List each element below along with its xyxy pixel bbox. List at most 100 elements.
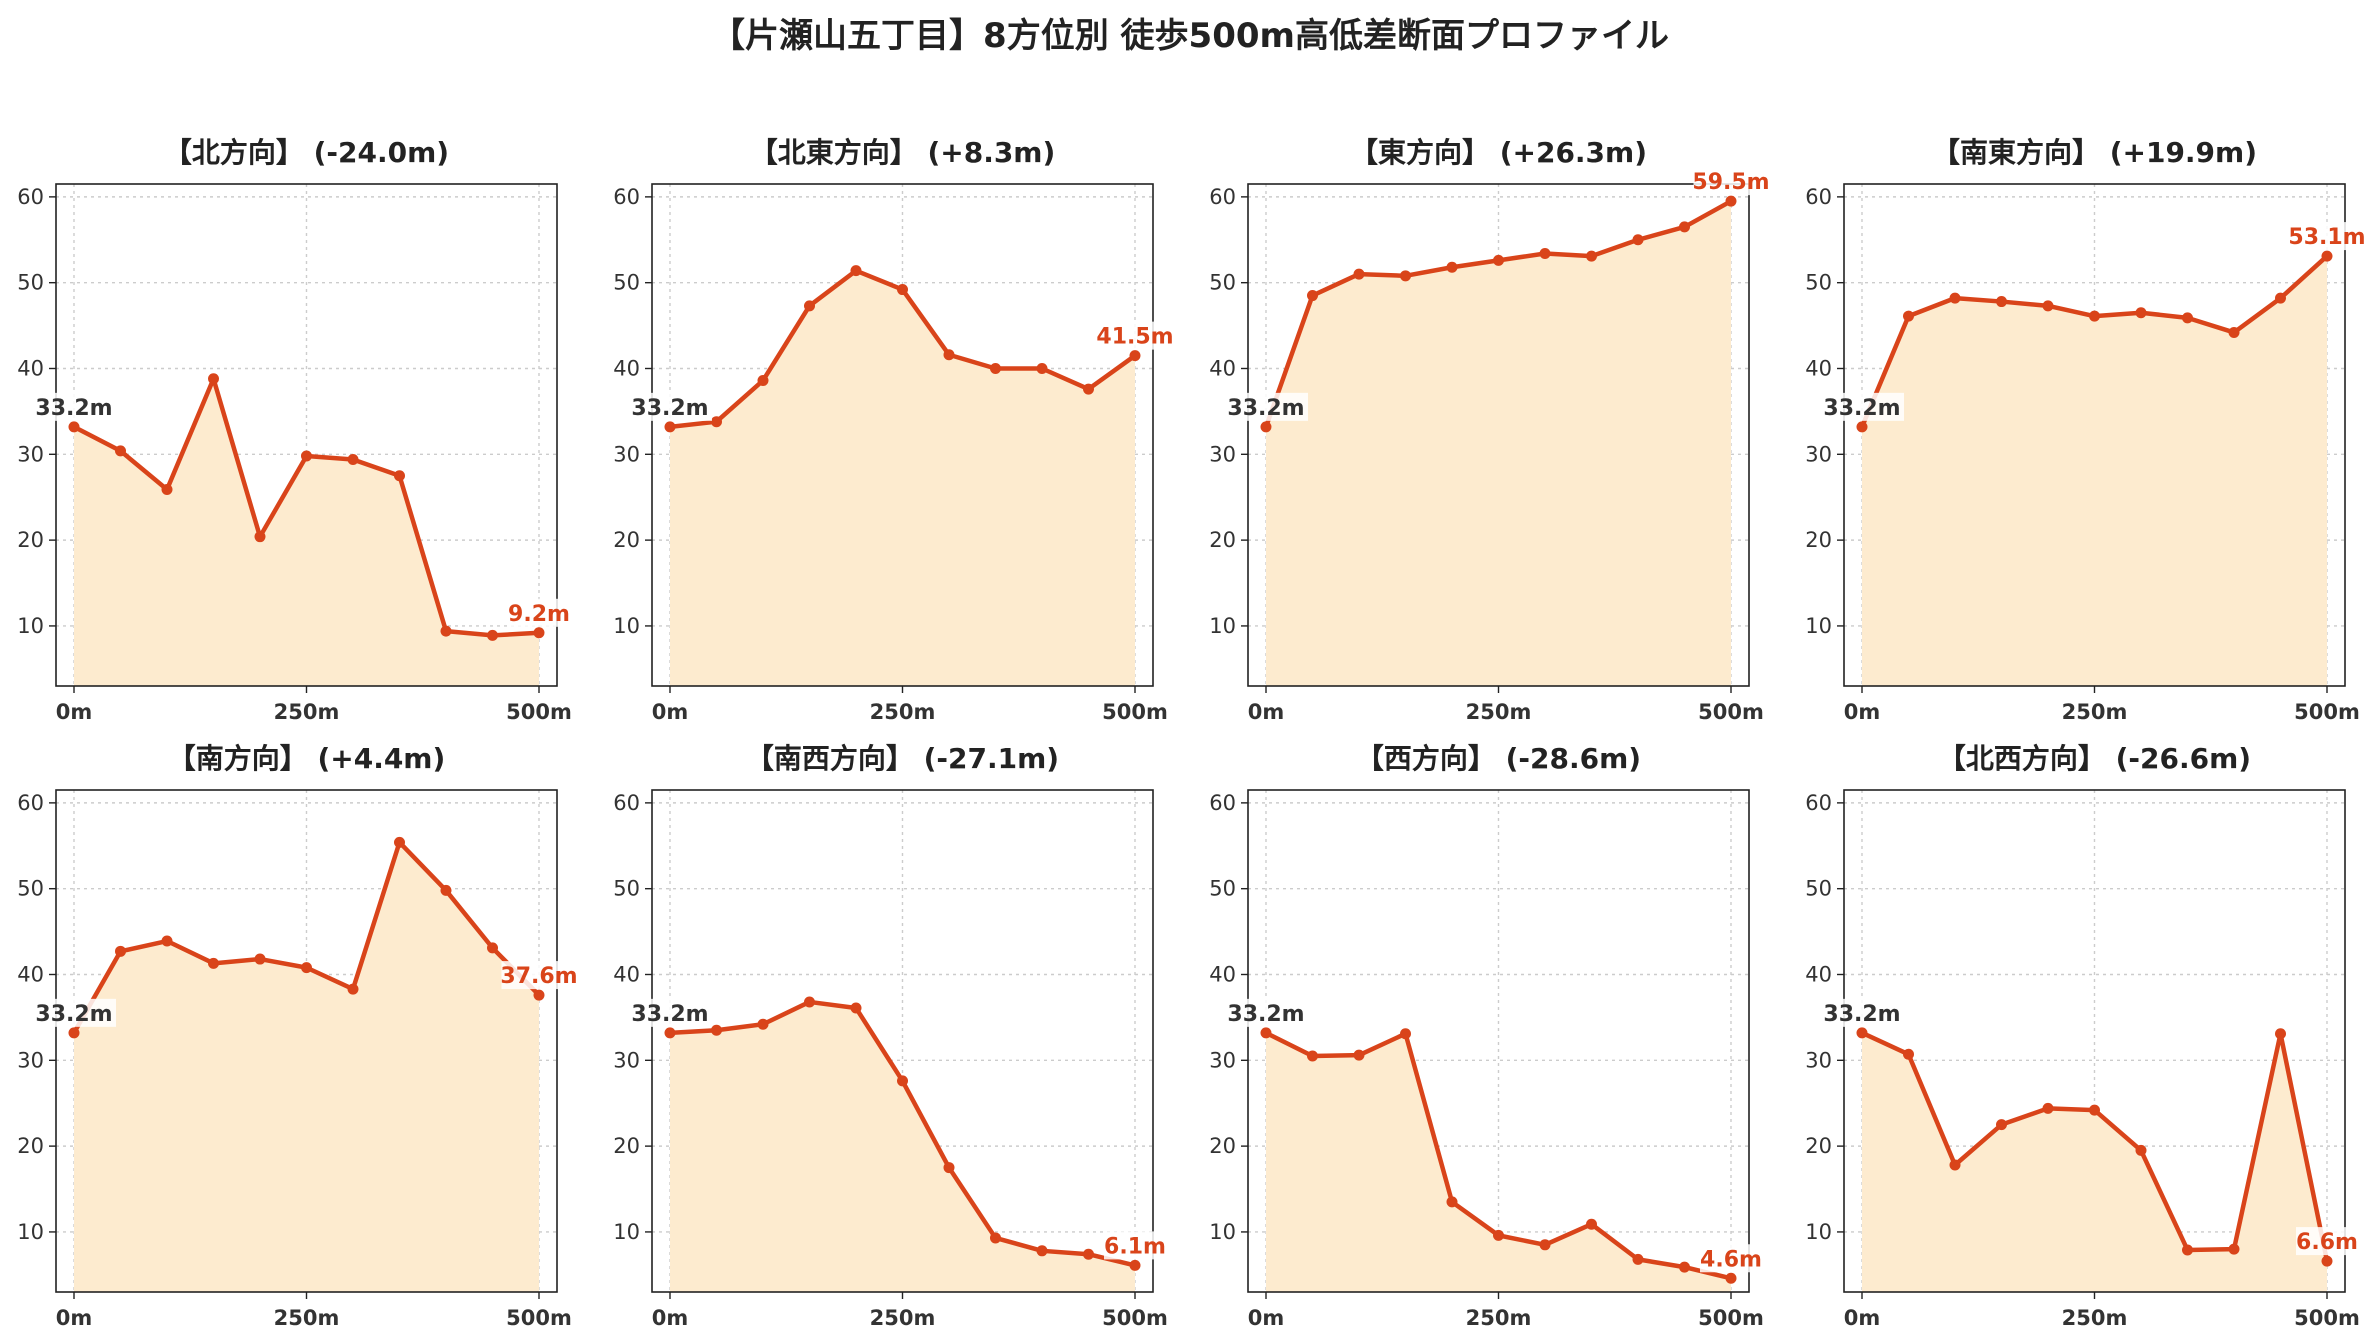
data-point bbox=[990, 362, 1001, 374]
y-tick-label: 40 bbox=[613, 356, 640, 380]
data-point bbox=[1856, 1027, 1868, 1039]
y-tick-label: 50 bbox=[1209, 271, 1236, 295]
data-point bbox=[254, 953, 266, 965]
panel-title: 【南西方向】 (-27.1m) bbox=[746, 742, 1059, 775]
y-tick-label: 60 bbox=[1209, 791, 1236, 815]
data-point bbox=[68, 1027, 80, 1039]
y-tick-label: 20 bbox=[1805, 528, 1832, 552]
start-value-label: 33.2m bbox=[1823, 1002, 1900, 1027]
data-point bbox=[1446, 261, 1458, 273]
panel-title: 【北西方向】 (-26.6m) bbox=[1938, 742, 2251, 775]
data-point bbox=[1307, 1050, 1318, 1062]
data-point bbox=[1632, 1253, 1644, 1265]
panel-title: 【北方向】 (-24.0m) bbox=[164, 136, 449, 169]
data-point bbox=[1036, 1245, 1048, 1257]
data-point bbox=[1903, 310, 1914, 322]
data-point bbox=[440, 625, 452, 637]
data-point bbox=[664, 421, 676, 433]
elevation-area bbox=[670, 270, 1135, 686]
start-value-label: 33.2m bbox=[1227, 1002, 1304, 1027]
x-tick-label: 0m bbox=[56, 700, 93, 724]
data-point bbox=[1083, 383, 1094, 395]
data-point bbox=[897, 1075, 908, 1087]
data-point bbox=[1129, 350, 1141, 362]
data-point bbox=[757, 375, 769, 387]
data-point bbox=[804, 996, 815, 1008]
x-tick-label: 500m bbox=[1698, 700, 1764, 724]
data-point bbox=[2182, 1244, 2193, 1256]
data-point bbox=[1400, 270, 1411, 282]
end-label-bg bbox=[1693, 167, 1769, 196]
data-point bbox=[1539, 1239, 1551, 1251]
start-label-bg bbox=[1224, 998, 1308, 1027]
start-value-label: 33.2m bbox=[35, 1002, 112, 1027]
data-point bbox=[347, 453, 359, 465]
chart-panel-6: 【西方向】 (-28.6m) 10 20 30 40 50 60 0m 250m 500m 33.2… bbox=[1209, 742, 1764, 1330]
data-point bbox=[2135, 307, 2147, 319]
data-point bbox=[1679, 1261, 1690, 1273]
end-value-label: 6.6m bbox=[2296, 1230, 2358, 1255]
y-tick-label: 30 bbox=[1209, 442, 1236, 466]
data-point bbox=[1083, 1248, 1094, 1260]
data-point bbox=[1725, 195, 1737, 207]
data-point bbox=[1493, 1229, 1504, 1241]
y-tick-label: 30 bbox=[1209, 1048, 1236, 1072]
panel-title: 【東方向】 (+26.3m) bbox=[1350, 136, 1647, 169]
panel-title: 【北東方向】 (+8.3m) bbox=[750, 136, 1056, 169]
y-tick-label: 30 bbox=[17, 442, 44, 466]
x-tick-label: 0m bbox=[1248, 1306, 1285, 1330]
end-value-label: 9.2m bbox=[508, 602, 570, 627]
data-point bbox=[161, 483, 173, 495]
y-tick-label: 60 bbox=[1209, 185, 1236, 209]
x-tick-label: 0m bbox=[1844, 700, 1881, 724]
data-point bbox=[1539, 248, 1551, 260]
y-tick-label: 40 bbox=[17, 356, 44, 380]
data-point bbox=[2275, 292, 2286, 304]
data-point bbox=[1307, 290, 1318, 302]
elevation-area bbox=[1266, 1032, 1731, 1292]
figure-title: 【片瀬山五丁目】8方位別 徒歩500m高低差断面プロファイル bbox=[711, 16, 1669, 56]
end-label-bg bbox=[508, 598, 570, 627]
data-point bbox=[1260, 421, 1272, 433]
data-point bbox=[1903, 1048, 1914, 1060]
y-tick-label: 30 bbox=[613, 1048, 640, 1072]
data-point bbox=[2228, 1243, 2240, 1255]
data-point bbox=[897, 284, 908, 296]
data-point bbox=[1679, 221, 1690, 233]
y-tick-label: 60 bbox=[1805, 185, 1832, 209]
data-point bbox=[533, 627, 545, 639]
end-label-bg bbox=[501, 961, 577, 990]
x-tick-label: 250m bbox=[274, 700, 340, 724]
x-tick-label: 0m bbox=[1844, 1306, 1881, 1330]
data-point bbox=[208, 957, 219, 969]
x-tick-label: 0m bbox=[652, 1306, 689, 1330]
data-point bbox=[115, 945, 126, 957]
start-value-label: 33.2m bbox=[631, 396, 708, 421]
y-tick-label: 50 bbox=[17, 877, 44, 901]
x-tick-label: 500m bbox=[1102, 1306, 1168, 1330]
data-point bbox=[487, 942, 498, 954]
data-point bbox=[394, 470, 405, 482]
x-tick-label: 0m bbox=[56, 1306, 93, 1330]
start-label-bg bbox=[1820, 392, 1904, 421]
data-point bbox=[850, 1002, 862, 1014]
data-point bbox=[1996, 1119, 2007, 1131]
data-point bbox=[161, 935, 173, 947]
data-point bbox=[1400, 1028, 1411, 1040]
x-tick-label: 0m bbox=[1248, 700, 1285, 724]
start-value-label: 33.2m bbox=[631, 1002, 708, 1027]
data-point bbox=[1586, 250, 1597, 262]
chart-panel-3: 【南東方向】 (+19.9m) 10 20 30 40 50 60 0m 250m 500m 33.… bbox=[1805, 136, 2365, 724]
y-tick-label: 50 bbox=[613, 271, 640, 295]
data-point bbox=[2228, 326, 2240, 338]
start-value-label: 33.2m bbox=[35, 396, 112, 421]
y-tick-label: 60 bbox=[613, 185, 640, 209]
x-tick-label: 250m bbox=[870, 700, 936, 724]
end-value-label: 37.6m bbox=[500, 964, 577, 989]
data-point bbox=[664, 1027, 676, 1039]
y-tick-label: 50 bbox=[613, 877, 640, 901]
x-tick-label: 250m bbox=[1466, 700, 1532, 724]
y-tick-label: 10 bbox=[1209, 614, 1236, 638]
data-point bbox=[943, 349, 955, 361]
